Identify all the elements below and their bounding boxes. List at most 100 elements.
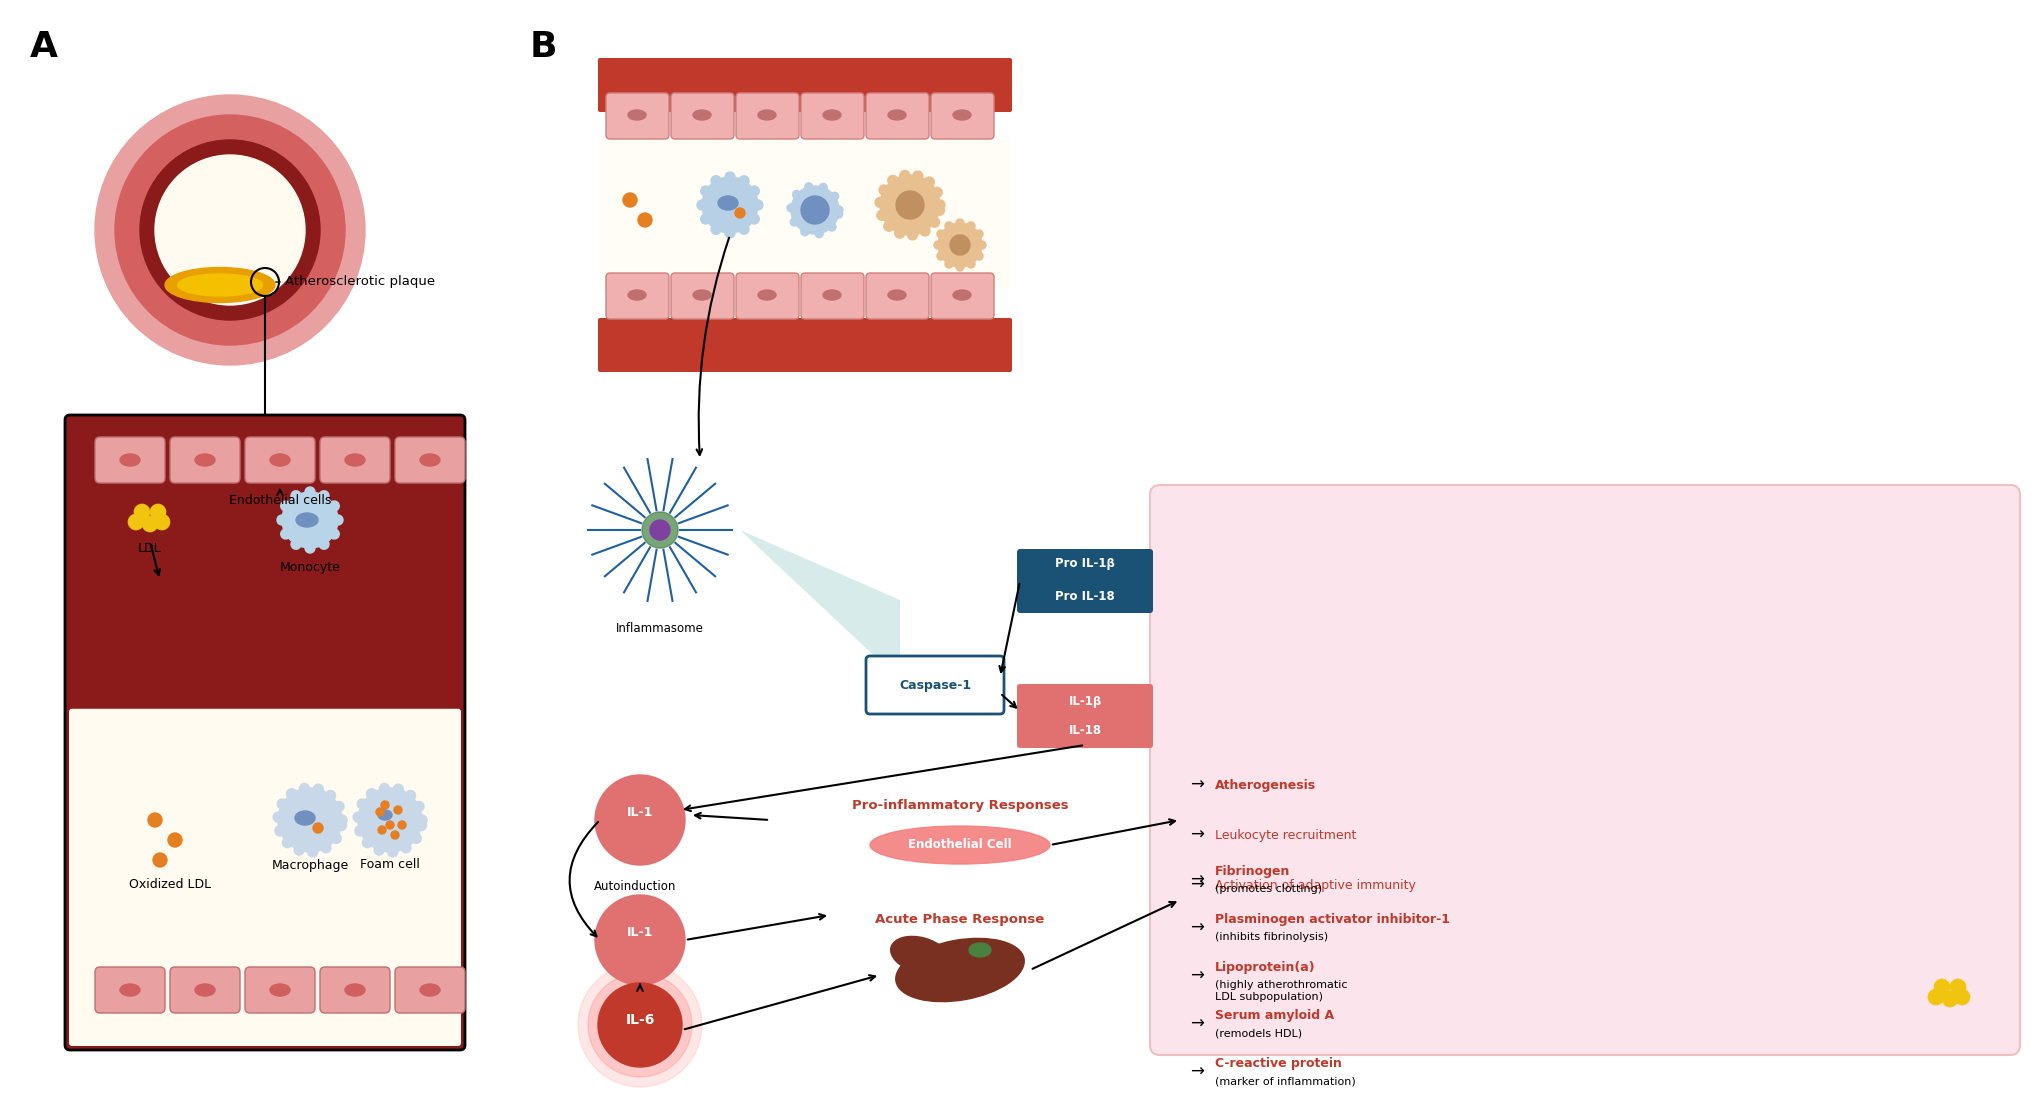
Text: Atherogenesis: Atherogenesis [1215,779,1317,792]
FancyBboxPatch shape [65,415,465,1050]
Circle shape [650,520,671,540]
Circle shape [406,791,417,801]
FancyBboxPatch shape [606,94,669,139]
Circle shape [329,529,339,539]
Text: Foam cell: Foam cell [360,858,421,871]
Text: Macrophage: Macrophage [272,858,350,871]
FancyBboxPatch shape [171,437,240,483]
FancyBboxPatch shape [736,94,799,139]
Circle shape [939,223,981,267]
Circle shape [333,515,343,525]
FancyBboxPatch shape [1016,684,1152,748]
FancyBboxPatch shape [394,437,465,483]
Text: (inhibits fibrinolysis): (inhibits fibrinolysis) [1215,932,1329,942]
Circle shape [276,515,287,525]
Text: →: → [1191,776,1203,794]
Circle shape [880,175,941,235]
Ellipse shape [890,936,949,974]
Ellipse shape [870,826,1051,864]
Text: Pro-inflammatory Responses: Pro-inflammatory Responses [851,799,1069,812]
Circle shape [282,492,337,548]
Ellipse shape [297,513,317,527]
Circle shape [313,823,323,833]
Circle shape [801,196,829,224]
Circle shape [638,213,652,227]
FancyBboxPatch shape [246,967,315,1013]
Ellipse shape [953,290,971,300]
FancyBboxPatch shape [69,708,461,1046]
Circle shape [154,514,171,530]
Circle shape [967,222,975,230]
Ellipse shape [195,454,215,466]
Text: →: → [1191,1015,1203,1033]
Circle shape [937,252,945,260]
Circle shape [278,788,341,853]
Circle shape [331,834,341,844]
Circle shape [697,200,707,210]
Ellipse shape [969,943,992,957]
Circle shape [945,222,953,230]
Circle shape [801,228,809,235]
Text: IL-1: IL-1 [626,805,652,818]
Ellipse shape [378,810,392,820]
Circle shape [400,843,410,852]
Circle shape [896,191,925,219]
Circle shape [975,252,983,260]
Circle shape [154,155,305,305]
Circle shape [128,514,144,530]
Text: LDL: LDL [138,541,163,554]
Circle shape [920,226,931,236]
Ellipse shape [693,290,711,300]
Circle shape [272,812,282,822]
Circle shape [900,170,910,180]
Ellipse shape [165,267,274,303]
Circle shape [888,175,898,186]
Ellipse shape [295,811,315,825]
FancyBboxPatch shape [801,273,864,319]
Circle shape [366,789,376,799]
FancyBboxPatch shape [96,437,165,483]
Circle shape [410,834,421,844]
Ellipse shape [953,110,971,120]
Ellipse shape [421,984,441,996]
Circle shape [386,821,394,829]
Circle shape [376,808,384,816]
Text: Endothelial Cell: Endothelial Cell [908,838,1012,851]
Circle shape [955,263,963,271]
Ellipse shape [693,110,711,120]
Text: Caspase-1: Caspase-1 [898,679,971,692]
Circle shape [595,776,685,865]
Circle shape [955,219,963,227]
Circle shape [299,783,309,793]
Bar [599,140,1010,290]
FancyBboxPatch shape [96,967,165,1013]
FancyBboxPatch shape [1016,549,1152,613]
Circle shape [307,847,317,857]
Circle shape [587,974,693,1077]
Ellipse shape [195,984,215,996]
Text: →: → [1191,1063,1203,1081]
Circle shape [577,962,701,1087]
Circle shape [280,500,291,512]
Circle shape [1955,989,1969,1005]
Circle shape [786,204,795,212]
Text: →: → [1191,967,1203,984]
Text: Monocyte: Monocyte [280,561,341,574]
FancyBboxPatch shape [931,273,994,319]
FancyBboxPatch shape [319,967,390,1013]
Circle shape [378,826,386,834]
Text: A: A [30,30,59,64]
Circle shape [417,821,427,830]
Circle shape [358,799,368,808]
FancyBboxPatch shape [597,58,1012,112]
FancyBboxPatch shape [671,273,734,319]
Circle shape [152,852,167,867]
Circle shape [790,218,799,226]
Circle shape [394,784,402,794]
Circle shape [967,260,975,268]
Circle shape [725,228,736,238]
Ellipse shape [823,110,841,120]
Circle shape [329,500,339,512]
Circle shape [908,230,918,240]
Circle shape [975,230,983,238]
